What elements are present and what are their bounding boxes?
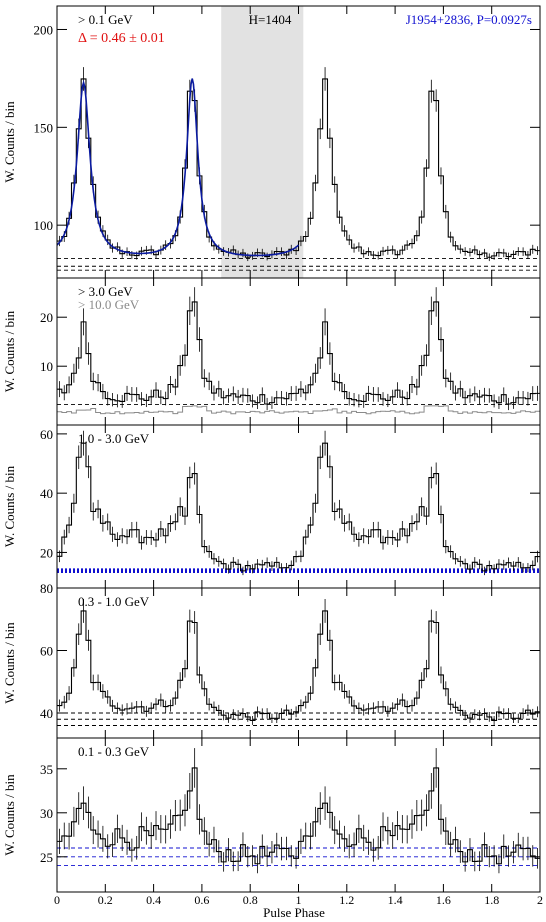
x-tick-label: 0.2	[98, 893, 113, 907]
y-tick-label: 100	[34, 218, 54, 233]
histogram-gray-series	[57, 405, 540, 415]
histogram-line	[57, 301, 540, 405]
panel-2: 10 20 W. Counts / bin > 3.0 GeV> 10.0 GeV	[2, 277, 541, 426]
y-tick-label: 20	[40, 310, 53, 325]
energy-label-secondary: > 10.0 GeV	[78, 297, 140, 312]
x-tick-label: 0.4	[146, 893, 161, 907]
energy-label: 1.0 - 3.0 GeV	[78, 431, 150, 446]
histogram-line	[57, 610, 540, 722]
energy-label: > 3.0 GeV	[78, 284, 133, 299]
panel-3: 20 40 60 W. Counts / bin 1.0 - 3.0 GeV	[2, 424, 541, 589]
delta-label: Δ = 0.46 ± 0.01	[78, 31, 165, 46]
x-tick-label: 1.8	[484, 893, 499, 907]
y-axis-label: W. Counts / bin	[2, 465, 17, 547]
h-test-label: H=1404	[249, 12, 292, 27]
histogram-line	[57, 442, 540, 572]
y-tick-label: 200	[34, 22, 54, 37]
panel-1: 100 150 200 W. Counts / bin > 0.1 GeV Δ = 0.4…	[2, 5, 541, 279]
x-tick-label: 0.8	[243, 893, 258, 907]
y-axis-label: W. Counts / bin	[2, 101, 17, 183]
x-tick-label: 1	[296, 893, 302, 907]
energy-label: 0.1 - 0.3 GeV	[78, 744, 150, 759]
y-axis-label: W. Counts / bin	[2, 622, 17, 704]
y-tick-label: 30	[40, 806, 53, 821]
y-tick-label: 35	[40, 762, 53, 777]
y-tick-label: 40	[40, 706, 53, 721]
y-tick-label: 60	[40, 644, 53, 659]
y-tick-label: 60	[40, 427, 53, 442]
x-axis-label: Pulse Phase	[263, 905, 325, 920]
x-tick-label: 1.2	[339, 893, 354, 907]
y-tick-label: 10	[40, 359, 53, 374]
x-tick-label: 0.6	[194, 893, 209, 907]
energy-label: 0.3 - 1.0 GeV	[78, 594, 150, 609]
panel-frame	[56, 737, 541, 893]
x-tick-label: 1.4	[388, 893, 403, 907]
x-tick-label: 2	[537, 893, 543, 907]
pulsar-label: J1954+2836, P=0.0927s	[406, 12, 532, 27]
fit-curve	[56, 78, 300, 257]
histogram-line	[57, 767, 540, 865]
y-axis-label: W. Counts / bin	[2, 774, 17, 856]
y-tick-label: 150	[34, 120, 54, 135]
y-tick-label: 25	[40, 850, 53, 865]
y-tick-label: 40	[40, 486, 53, 501]
energy-label: > 0.1 GeV	[78, 12, 133, 27]
y-axis-label: W. Counts / bin	[2, 310, 17, 392]
x-tick-label: 1.6	[436, 893, 451, 907]
y-tick-label: 80	[40, 581, 53, 596]
panel-5: 25 30 35 0 0.2 0.4 0.6 0.8 1 1.2 1.4 1.6 1.8 2 W. Coun…	[2, 737, 543, 907]
panel-4: 40 60 80 W. Counts / bin 0.3 - 1.0 GeV	[2, 581, 541, 739]
offpulse-region	[221, 6, 304, 278]
y-tick-label: 20	[40, 545, 53, 560]
x-tick-label: 0	[54, 893, 60, 907]
